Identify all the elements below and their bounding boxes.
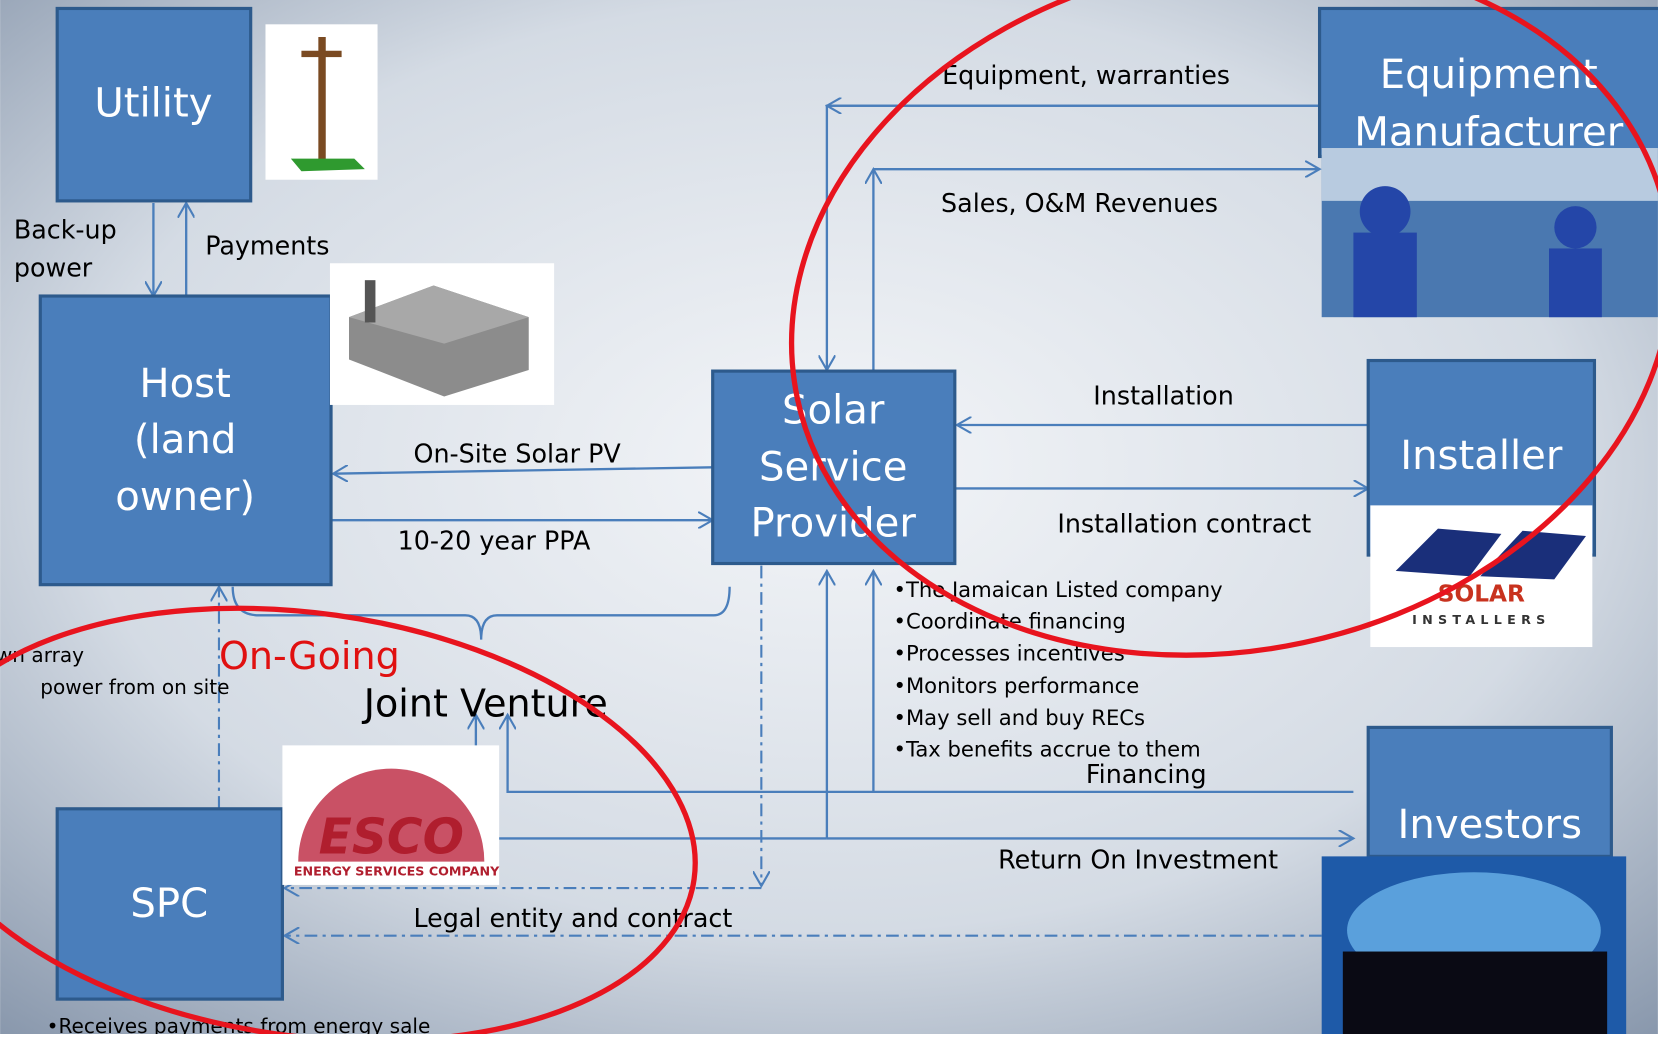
page: SOLAR INSTALLERS ESCO ENERGY SERVICES CO… — [0, 0, 1658, 1034]
node-label: Installer — [1400, 433, 1563, 479]
node-label: owner) — [115, 474, 255, 520]
solar-text: SOLAR — [1438, 581, 1525, 608]
edge-label: Back-up — [14, 215, 117, 245]
edge-label: Payments — [205, 230, 329, 260]
bullet: •May sell and buy RECs — [893, 705, 1145, 730]
investors-image — [1322, 856, 1626, 1034]
node-label: Utility — [94, 81, 212, 127]
edge-label: power — [14, 253, 93, 283]
pole-image — [265, 24, 377, 179]
node-label: Host — [139, 361, 230, 407]
factory-photo — [1322, 148, 1658, 317]
edge-label: Financing — [1086, 759, 1207, 789]
edge-label: 10-20 year PPA — [398, 525, 591, 555]
cut-text: •Receives payments from energy sale — [47, 1014, 431, 1034]
installers-image: SOLAR INSTALLERS — [1370, 505, 1592, 647]
edge-label: Sales, O&M Revenues — [941, 188, 1218, 218]
edge-label: Installation contract — [1057, 508, 1311, 538]
node-label: Provider — [751, 500, 917, 546]
edge-label: On-Site Solar PV — [413, 439, 621, 469]
node-label: Manufacturer — [1354, 109, 1624, 155]
edge-label: Return On Investment — [998, 845, 1278, 875]
cut-text: power from on site — [40, 675, 229, 699]
bullet: •Monitors performance — [893, 673, 1139, 698]
installers-text: INSTALLERS — [1412, 612, 1550, 627]
edge-label: Equipment, warranties — [942, 60, 1230, 90]
node-label: (land — [134, 417, 236, 463]
node-label: Investors — [1398, 802, 1582, 848]
bullet: •Coordinate financing — [893, 609, 1125, 634]
esco-sub: ENERGY SERVICES COMPANY — [294, 864, 500, 879]
esco-text: ESCO — [319, 810, 464, 866]
node-label: Equipment — [1380, 52, 1598, 98]
jv-label: Joint Venture — [362, 682, 608, 726]
diagram: SOLAR INSTALLERS ESCO ENERGY SERVICES CO… — [0, 0, 1658, 1034]
edge-label: Installation — [1093, 381, 1233, 411]
bullet: •Tax benefits accrue to them — [893, 737, 1200, 762]
esco-image: ESCO ENERGY SERVICES COMPANY — [282, 745, 500, 885]
node-label: SPC — [130, 881, 208, 927]
ongoing-label: On-Going — [219, 634, 400, 678]
factory-image — [330, 263, 554, 405]
